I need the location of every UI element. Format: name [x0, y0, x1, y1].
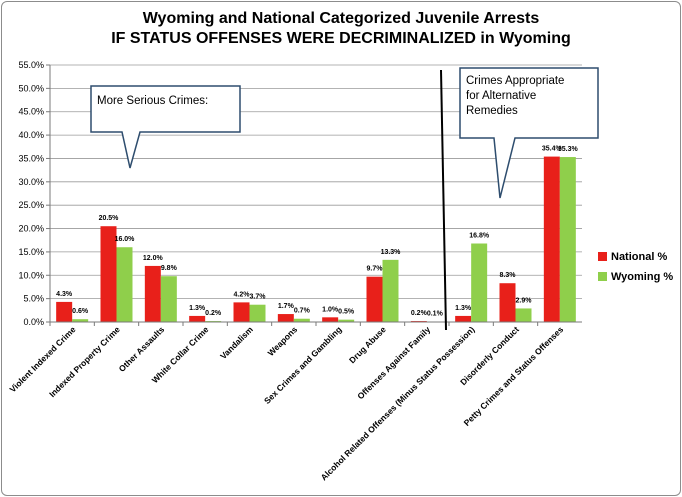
bar-wyoming [338, 319, 355, 322]
data-label: 0.5% [338, 309, 355, 316]
left-callout-box [90, 85, 241, 169]
x-category-label: Drug Abuse [347, 324, 388, 365]
data-label: 2.9% [516, 297, 533, 304]
data-label: 16.0% [115, 236, 136, 243]
data-label: 8.3% [500, 272, 517, 279]
x-category-label: Other Assaults [117, 324, 167, 374]
bar-national [189, 315, 206, 322]
bar-wyoming [559, 157, 576, 322]
right-callout-text: for Alternative [466, 90, 536, 102]
bar-national [100, 226, 117, 322]
bars [56, 156, 576, 323]
bar-wyoming [293, 318, 310, 322]
data-label: 0.2% [411, 310, 428, 317]
x-category-label: Weapons [266, 324, 300, 358]
y-tick-label: 45.0% [18, 107, 44, 117]
legend: National % Wyoming % [598, 251, 673, 283]
chart-title: Wyoming and National Categorized Juvenil… [142, 10, 540, 27]
right-callout-box [459, 67, 599, 199]
y-tick-label: 25.0% [18, 200, 44, 210]
x-category-label: Petty Crimes and Status Offenses [462, 324, 566, 428]
data-label: 3.7% [250, 294, 267, 301]
data-label: 13.3% [381, 249, 402, 256]
bar-wyoming [160, 276, 177, 322]
y-tick-label: 55.0% [18, 60, 44, 70]
y-tick-label: 15.0% [18, 247, 44, 257]
x-category-label: Sex Crimes and Gambling [262, 324, 344, 406]
right-callout-text: Crimes Appropriate [466, 75, 564, 87]
axes [49, 65, 582, 323]
y-tick-label: 20.0% [18, 224, 44, 234]
legend-swatch [598, 272, 607, 281]
divider-line [440, 69, 447, 331]
bar-national [455, 315, 472, 322]
data-label: 9.7% [367, 266, 384, 273]
x-category-label: Vandalism [218, 324, 255, 361]
y-tick-label: 5.0% [23, 294, 44, 304]
legend-label: Wyoming % [611, 271, 673, 283]
y-tick-label: 10.0% [18, 270, 44, 280]
y-tick-label: 40.0% [18, 130, 44, 140]
annotations: More Serious Crimes: Crimes Appropriate fo… [90, 67, 599, 331]
bar-wyoming [116, 247, 133, 322]
data-label: 1.3% [455, 305, 472, 312]
data-label: 35.4% [542, 146, 563, 153]
data-label: 35.3% [558, 146, 579, 153]
bar-wyoming [382, 259, 399, 322]
bar-national [56, 301, 73, 322]
data-label: 4.3% [56, 291, 73, 298]
legend-swatch [598, 252, 607, 261]
bar-wyoming [471, 243, 488, 322]
bar-wyoming [515, 308, 532, 322]
y-tick-label: 0.0% [23, 317, 44, 327]
data-label: 16.8% [469, 232, 490, 239]
data-label: 12.0% [143, 255, 164, 262]
data-label: 20.5% [99, 215, 120, 222]
y-tick-label: 30.0% [18, 177, 44, 187]
bar-national [499, 283, 516, 322]
y-tick-label: 35.0% [18, 153, 44, 163]
legend-label: National % [611, 251, 667, 263]
data-label: 0.2% [205, 310, 222, 317]
bar-national [277, 314, 294, 322]
bar-national [366, 276, 383, 322]
data-label: 0.1% [427, 311, 444, 318]
bar-wyoming [249, 304, 266, 322]
y-tick-label: 50.0% [18, 83, 44, 93]
x-category-label: Alcohol Related Offenses (Minus Status P… [319, 324, 477, 482]
data-label: 1.3% [189, 305, 206, 312]
x-category-label: Offenses Against Family [355, 324, 432, 401]
data-label: 9.8% [161, 265, 178, 272]
bar-national [322, 317, 339, 322]
data-label: 4.2% [234, 291, 251, 298]
bar-national [543, 156, 560, 322]
chart-subtitle: IF STATUS OFFENSES WERE DECRIMINALIZED i… [111, 30, 571, 47]
data-label: 0.7% [294, 308, 311, 315]
left-callout-text: More Serious Crimes: [97, 95, 208, 107]
data-labels: 4.3%0.6%20.5%16.0%12.0%9.8%1.3%0.2%4.2% 3… [56, 146, 578, 318]
data-label: 0.6% [72, 308, 89, 315]
bar-national [144, 265, 161, 322]
y-axis-ticks: 0.0% 5.0% 10.0% 15.0% 20.0% 25.0% 30.0% 35.0% 40… [18, 60, 50, 327]
right-callout-text: Remedies [466, 105, 518, 117]
data-label: 1.7% [278, 303, 295, 310]
bar-wyoming [72, 319, 89, 322]
data-label: 1.0% [322, 306, 339, 313]
bar-national [233, 302, 250, 322]
